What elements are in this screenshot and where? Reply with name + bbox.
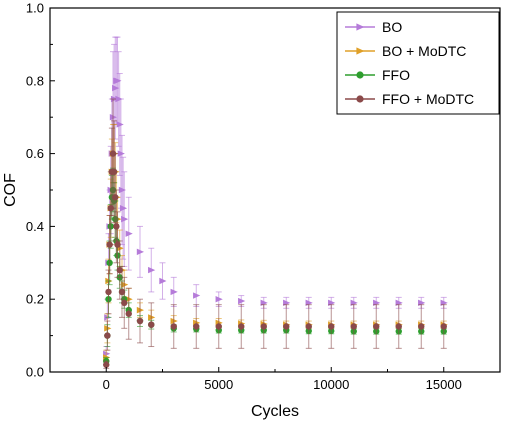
data-point [136, 248, 144, 256]
legend-marker [356, 47, 365, 55]
data-point [112, 84, 120, 92]
y-tick-label: 0.6 [26, 146, 44, 161]
data-point [238, 323, 245, 330]
axis-ticks: 0 5000 10000 15000 0.0 0.2 0.4 0.6 0.8 1.0 [26, 1, 462, 393]
data-point [125, 310, 132, 317]
series-ffo-modtc [103, 98, 447, 369]
data-point [305, 323, 312, 330]
legend-item-bo: BO [345, 19, 402, 35]
data-point [118, 288, 126, 296]
data-point [193, 292, 201, 299]
data-point [418, 323, 425, 330]
data-point [104, 332, 111, 339]
legend-box [336, 11, 500, 115]
data-point [116, 121, 124, 128]
data-point [110, 168, 118, 175]
plot-marks [103, 36, 448, 369]
data-point [170, 288, 178, 296]
data-point [114, 77, 122, 84]
data-point [119, 205, 128, 212]
data-point [121, 299, 128, 307]
x-tick-label: 15000 [426, 377, 462, 392]
legend-item-bo-modtc: BO + MoDTC [345, 43, 466, 59]
data-point [238, 297, 246, 305]
data-point [136, 317, 144, 325]
data-point [103, 361, 110, 368]
data-point [118, 186, 126, 194]
data-point [114, 241, 121, 248]
data-point [260, 323, 267, 330]
legend-item-ffo: FFO [345, 67, 410, 83]
legend-label: BO + MoDTC [382, 43, 466, 59]
data-point [112, 194, 119, 201]
y-tick-label: 1.0 [26, 1, 44, 16]
x-axis-title: Cycles [251, 403, 299, 420]
data-point [113, 223, 120, 230]
legend: BO BO + MoDTC FFO FFO + MoDTC [336, 11, 500, 115]
x-tick-label: 5000 [204, 377, 233, 392]
data-point [283, 323, 290, 330]
legend-label: FFO [382, 67, 410, 83]
data-point [440, 323, 447, 330]
data-point [159, 277, 167, 285]
y-tick-label: 0.4 [26, 219, 44, 234]
legend-label: FFO + MoDTC [382, 91, 474, 107]
data-point [125, 230, 133, 237]
legend-label: BO [382, 19, 402, 35]
y-tick-label: 0.8 [26, 73, 44, 88]
y-tick-label: 0.2 [26, 292, 44, 307]
legend-item-ffo-modtc: FFO + MoDTC [345, 91, 474, 107]
data-point [193, 323, 200, 330]
data-point [148, 266, 156, 274]
legend-marker [356, 23, 365, 31]
data-point [121, 215, 129, 223]
data-point [148, 321, 155, 328]
x-tick-label: 10000 [313, 377, 349, 392]
data-point [328, 323, 335, 330]
data-point [170, 323, 177, 330]
data-point [116, 266, 123, 274]
x-tick-label: 0 [103, 377, 110, 392]
legend-marker [356, 71, 364, 79]
data-point [215, 296, 223, 303]
data-point [117, 150, 125, 157]
legend-marker [356, 95, 364, 103]
y-tick-label: 0.0 [26, 365, 44, 380]
data-point [395, 323, 402, 330]
data-point [105, 288, 112, 296]
data-point [373, 323, 380, 330]
y-axis-title: COF [2, 173, 19, 207]
data-point [215, 323, 222, 330]
data-point [350, 323, 357, 330]
